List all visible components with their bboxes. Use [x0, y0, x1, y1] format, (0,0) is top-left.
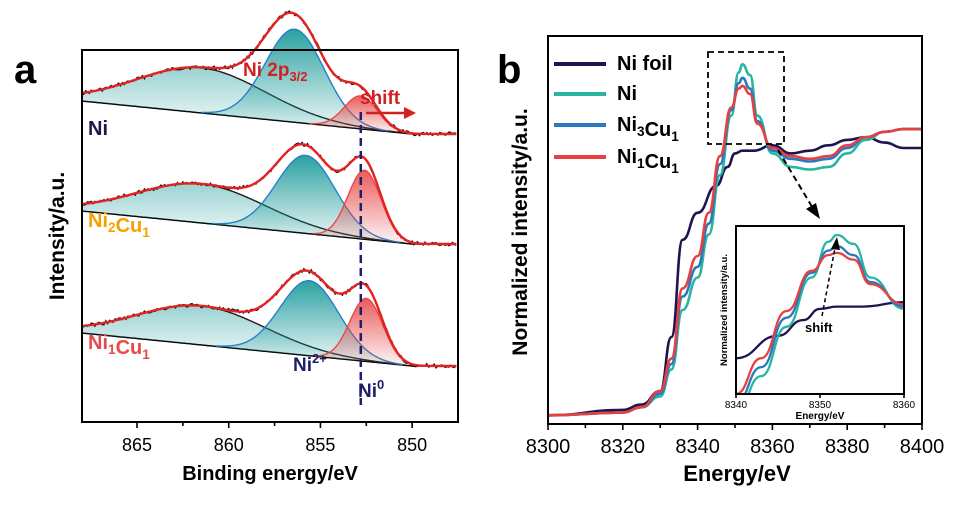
panel-a-component-fill-sat: [82, 183, 405, 244]
panel-a-component-fill-ni0: [314, 298, 418, 366]
panel-a-x-ticks: 865 860 855 850: [122, 422, 427, 455]
panel-a-shift-arrow: [366, 107, 416, 119]
panel-b-x-tick-label: 8340: [675, 436, 720, 458]
panel-b-series-line: [547, 84, 922, 417]
panel-a-xlabel: Binding energy/eV: [182, 463, 358, 485]
panel-b-legend-label: Ni: [617, 83, 637, 105]
panel-b-x-tick-label: 8380: [825, 436, 870, 458]
inset-shift-arrow: [821, 237, 840, 317]
panel-label-a: a: [14, 48, 37, 92]
panel-a-series-labels: Ni Ni2Cu1 Ni1Cu1: [88, 118, 150, 362]
panel-b-x-tick-label: 8400: [900, 436, 945, 458]
panel-a-component-fill-sat: [82, 305, 405, 366]
panel-b-legend-label: Ni1Cu1: [617, 146, 679, 176]
panel-b-x-ticks: 8300 8320 8340 8360 8380 8400: [526, 424, 945, 458]
panel-label-b: b: [497, 48, 521, 92]
zoom-region-box: [707, 51, 785, 145]
panel-b-x-tick-label: 8300: [526, 436, 571, 458]
inset-ylabel: Normalized intensity/a.u.: [719, 254, 730, 366]
panel-a-series-label: Ni: [88, 118, 108, 140]
inset-x-ticks: 8340 8350 8360: [725, 394, 916, 411]
panel-a-title: Ni 2p3/2: [243, 60, 308, 84]
panel-b-x-tick-label: 8360: [750, 436, 795, 458]
panel-a-x-tick-label: 865: [122, 435, 152, 455]
inset-series-line: [736, 251, 904, 394]
panel-a-ylabel: Intensity/a.u.: [46, 172, 69, 300]
inset-shift-label: shift: [805, 320, 833, 335]
inset-series-line: [736, 301, 904, 360]
panel-a-series-label: Ni2Cu1: [88, 210, 150, 240]
panel-a-fit-envelope: [81, 11, 457, 136]
panel-b-plot-area: [547, 62, 922, 417]
panel-b-legend-label: Ni foil: [617, 53, 673, 75]
panel-a-ni2-label: Ni2+: [293, 351, 327, 376]
panel-a-x-tick-label: 850: [397, 435, 427, 455]
panel-b-x-tick-label: 8320: [601, 436, 646, 458]
panel-a-series-label: Ni1Cu1: [88, 332, 150, 362]
inset-chart: 8340 8350 8360 Energy/eV Normalized intens…: [719, 225, 916, 422]
panel-a-x-tick-label: 855: [305, 435, 335, 455]
panel-a-ni0-label: Ni0: [358, 377, 384, 402]
panel-a-component-fill-ni2: [201, 29, 389, 132]
inset-x-tick-label: 8350: [809, 400, 832, 411]
inset-x-tick-label: 8360: [893, 400, 916, 411]
panel-a-frame: [81, 49, 459, 423]
panel-a-shift-label: shift: [360, 88, 401, 109]
panel-a-plot-area: [81, 10, 457, 405]
panel-a-fit-envelope: [81, 269, 457, 368]
panel-a-chart: 865 860 855 850 Binding energy/eV Intensity…: [46, 10, 459, 485]
inset-series-line: [747, 233, 904, 394]
panel-b-legend-label: Ni3Cu1: [617, 114, 679, 144]
panel-a-fit-envelope: [81, 142, 457, 246]
inset-x-tick-label: 8340: [725, 400, 748, 411]
panel-b-chart: 8300 8320 8340 8360 8380 8400 Energy/eV Norma…: [509, 35, 945, 486]
zoom-arrow: [777, 149, 820, 219]
panel-b-xlabel: Energy/eV: [683, 461, 791, 486]
panel-a-x-tick-label: 860: [214, 435, 244, 455]
panel-b-ylabel: Normalized intensity/a.u.: [509, 108, 532, 355]
panel-a-component-fill-ni0: [313, 170, 416, 244]
inset-xlabel: Energy/eV: [796, 411, 845, 422]
